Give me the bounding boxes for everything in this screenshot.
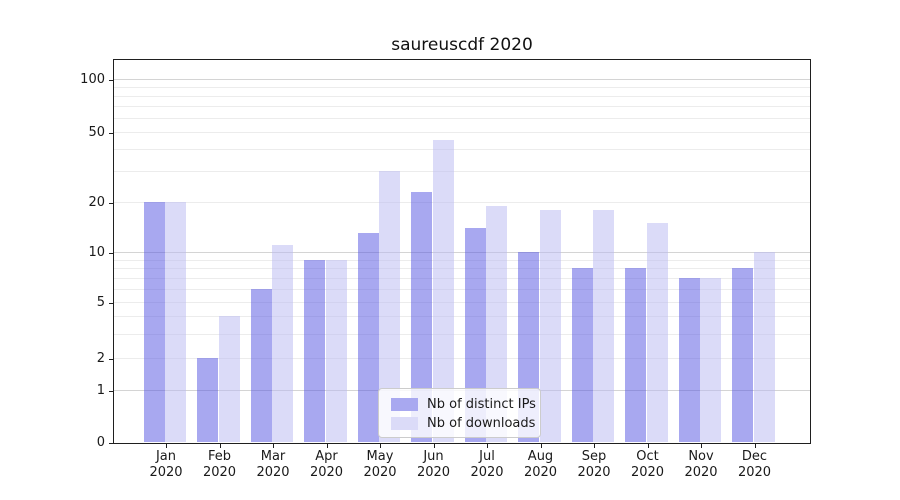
- gridline-minor-50: [114, 131, 810, 133]
- bar-nb-of-distinct-ips-jun-2020: [411, 191, 433, 442]
- bar-nb-of-downloads-aug-2020: [539, 209, 561, 442]
- y-tick-mark-10: [109, 253, 113, 254]
- y-tick-label-20: 20: [88, 195, 105, 211]
- y-tick-mark-2: [109, 359, 113, 361]
- x-tick-label-jan-2020: Jan 2020: [149, 449, 183, 480]
- legend-label-downloads: Nb of downloads: [427, 416, 536, 431]
- bar-nb-of-distinct-ips-nov-2020: [678, 277, 700, 442]
- y-tick-mark-1: [109, 391, 113, 392]
- bar-nb-of-distinct-ips-feb-2020: [197, 358, 219, 442]
- bar-nb-of-distinct-ips-jan-2020: [143, 202, 165, 442]
- bar-nb-of-downloads-sep-2020: [593, 209, 615, 442]
- gridline-minor-80: [114, 95, 810, 97]
- x-tick-label-sep-2020: Sep 2020: [577, 449, 611, 480]
- x-tick-label-aug-2020: Aug 2020: [523, 449, 558, 480]
- bar-nb-of-downloads-nov-2020: [700, 277, 722, 442]
- x-tick-label-jun-2020: Jun 2020: [416, 449, 451, 480]
- bar-nb-of-distinct-ips-may-2020: [357, 233, 379, 442]
- bar-nb-of-downloads-feb-2020: [218, 315, 240, 442]
- y-tick-label-1: 1: [96, 383, 105, 398]
- y-tick-mark-50: [109, 132, 113, 134]
- bar-nb-of-downloads-apr-2020: [325, 259, 347, 442]
- bar-nb-of-downloads-dec-2020: [753, 252, 775, 442]
- legend-item-distinct-ips: Nb of distinct IPs: [391, 395, 540, 414]
- bar-nb-of-distinct-ips-apr-2020: [304, 259, 326, 442]
- x-tick-label-feb-2020: Feb 2020: [202, 449, 237, 480]
- gridline-minor-3: [114, 333, 810, 335]
- bar-nb-of-downloads-jun-2020: [432, 139, 454, 442]
- bar-nb-of-downloads-jul-2020: [486, 205, 508, 442]
- x-tick-label-may-2020: May 2020: [363, 449, 397, 480]
- x-tick-mark-nov-2020: [701, 444, 702, 448]
- x-tick-label-dec-2020: Dec 2020: [737, 449, 772, 480]
- x-tick-mark-jun-2020: [433, 444, 435, 448]
- gridline-minor-9: [114, 259, 810, 261]
- gridline-minor-20: [114, 202, 810, 204]
- bar-nb-of-distinct-ips-oct-2020: [625, 268, 647, 442]
- y-tick-label-50: 50: [88, 124, 105, 140]
- y-tick-label-10: 10: [88, 245, 105, 260]
- y-tick-label-2: 2: [96, 351, 105, 367]
- y-tick-mark-0: [109, 443, 113, 444]
- x-tick-mark-aug-2020: [540, 444, 542, 448]
- gridline-minor-6: [114, 289, 810, 291]
- bar-nb-of-downloads-may-2020: [379, 171, 401, 442]
- x-tick-mark-sep-2020: [594, 444, 595, 448]
- gridline-major-100: [114, 78, 810, 80]
- gridline-minor-90: [114, 86, 810, 88]
- gridline-minor-40: [114, 148, 810, 150]
- x-tick-label-apr-2020: Apr 2020: [309, 449, 344, 480]
- y-tick-mark-100: [109, 79, 113, 81]
- chart-title: saureuscdf 2020: [391, 35, 533, 55]
- x-tick-mark-dec-2020: [754, 444, 756, 448]
- legend-label-distinct-ips: Nb of distinct IPs: [427, 397, 536, 412]
- gridline-minor-5: [114, 302, 810, 304]
- bar-nb-of-downloads-jan-2020: [165, 202, 187, 442]
- bar-nb-of-distinct-ips-dec-2020: [732, 268, 754, 442]
- x-tick-label-jul-2020: Jul 2020: [470, 449, 504, 480]
- legend: Nb of distinct IPs Nb of downloads: [378, 388, 541, 438]
- gridline-minor-7: [114, 277, 810, 279]
- gridline-minor-2: [114, 358, 810, 360]
- x-tick-label-mar-2020: Mar 2020: [256, 449, 290, 480]
- x-tick-mark-feb-2020: [219, 444, 221, 448]
- legend-item-downloads: Nb of downloads: [391, 414, 540, 433]
- gridline-minor-60: [114, 117, 810, 119]
- gridline-major-10: [114, 252, 810, 253]
- x-tick-mark-mar-2020: [273, 444, 274, 448]
- x-tick-mark-may-2020: [380, 444, 381, 448]
- legend-swatch-distinct-ips: [391, 398, 418, 411]
- legend-swatch-downloads: [391, 417, 418, 430]
- bar-nb-of-distinct-ips-mar-2020: [250, 289, 272, 442]
- x-tick-mark-apr-2020: [326, 444, 328, 448]
- y-tick-label-0: 0: [96, 435, 105, 450]
- gridline-minor-4: [114, 315, 810, 317]
- y-tick-label-100: 100: [80, 71, 105, 87]
- gridline-minor-30: [114, 171, 810, 173]
- x-tick-mark-jan-2020: [166, 444, 167, 448]
- y-tick-label-5: 5: [96, 295, 105, 311]
- gridline-minor-8: [114, 268, 810, 270]
- x-tick-label-nov-2020: Nov 2020: [684, 449, 718, 480]
- bar-nb-of-distinct-ips-sep-2020: [571, 268, 593, 442]
- plot-area: [113, 59, 811, 444]
- gridline-minor-70: [114, 106, 810, 108]
- y-tick-mark-5: [109, 303, 113, 305]
- y-tick-mark-20: [109, 203, 113, 205]
- x-tick-mark-oct-2020: [647, 444, 649, 448]
- x-tick-mark-jul-2020: [487, 444, 488, 448]
- x-tick-label-oct-2020: Oct 2020: [630, 449, 665, 480]
- bar-nb-of-downloads-oct-2020: [646, 222, 668, 442]
- bar-nb-of-downloads-mar-2020: [272, 245, 294, 442]
